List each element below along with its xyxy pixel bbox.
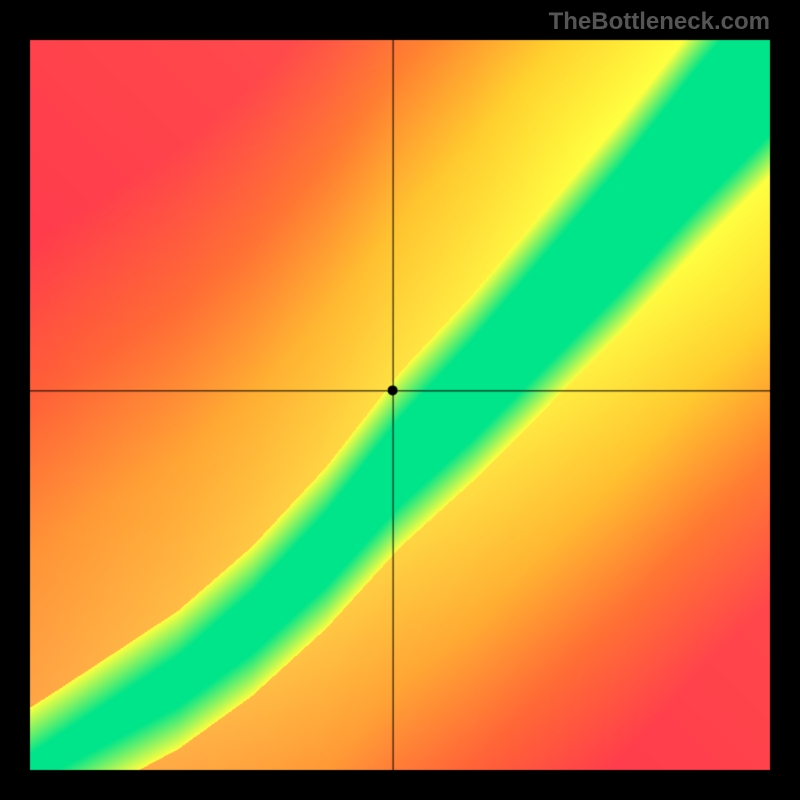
bottleneck-heatmap-canvas [0,0,800,800]
chart-container: TheBottleneck.com [0,0,800,800]
watermark-text: TheBottleneck.com [549,8,770,36]
